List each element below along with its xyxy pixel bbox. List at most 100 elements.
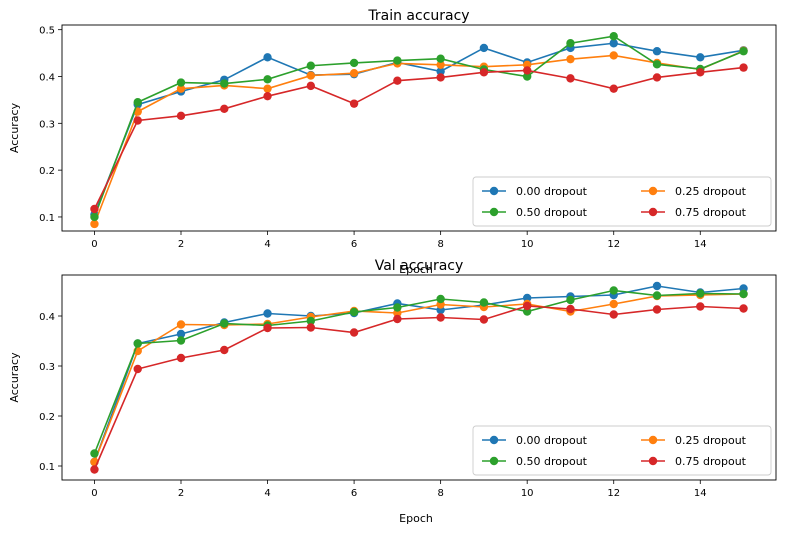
chart-2-data-point bbox=[696, 302, 705, 311]
chart-2-legend-marker bbox=[489, 435, 499, 445]
chart-2-data-point bbox=[652, 305, 662, 314]
chart-1-data-point bbox=[90, 204, 99, 214]
chart-1-data-point bbox=[566, 74, 575, 83]
chart-1-ytick-label: 0.5 bbox=[39, 26, 55, 37]
chart-1-data-point bbox=[349, 58, 359, 68]
chart-1-legend-label: 0.75 dropout bbox=[675, 206, 747, 219]
chart-2-data-point bbox=[739, 289, 748, 299]
chart-2-data-point bbox=[349, 328, 359, 337]
chart-2-data-point bbox=[176, 336, 186, 345]
chart-2-series-line bbox=[93, 305, 744, 470]
chart-1-data-point bbox=[652, 73, 662, 82]
chart-1-data-point bbox=[436, 54, 445, 63]
chart-2-series-line bbox=[93, 293, 744, 463]
chart-1-xtick-label: 12 bbox=[607, 239, 620, 250]
chart-2-data-point bbox=[609, 310, 618, 319]
chart-1-ytick-label: 0.2 bbox=[39, 166, 55, 177]
chart-1-data-point bbox=[263, 91, 272, 101]
chart-1-ytick-label: 0.3 bbox=[39, 119, 55, 130]
chart-2-ylabel: Accuracy bbox=[8, 352, 21, 403]
chart-2-legend: 0.00 dropout 0.25 dropout 0.50 dropout 0.75… bbox=[472, 425, 772, 476]
chart-2-data-point bbox=[436, 294, 445, 304]
chart-1-xtick-label: 8 bbox=[437, 239, 443, 250]
chart-2-data-point bbox=[220, 345, 229, 355]
chart-1-series-line bbox=[93, 50, 744, 225]
chart-2-xtick-label: 14 bbox=[694, 488, 707, 499]
chart-1-legend: 0.00 dropout 0.25 dropout 0.50 dropout 0.75… bbox=[472, 176, 772, 227]
chart-1-legend-marker bbox=[489, 186, 499, 196]
chart-1-data-point bbox=[306, 71, 316, 80]
chart-1-data-point bbox=[90, 219, 99, 229]
chart-2-legend-label: 0.00 dropout bbox=[516, 434, 588, 447]
chart-2-data-point bbox=[522, 301, 532, 311]
chart-1-data-point bbox=[739, 47, 748, 56]
chart-1-xtick-label: 2 bbox=[178, 239, 184, 250]
chart-1-series-line bbox=[93, 66, 744, 210]
chart-1-xtick-label: 4 bbox=[264, 239, 270, 250]
chart-1-data-point bbox=[133, 116, 142, 125]
chart-1-data-point bbox=[609, 39, 618, 48]
chart-2-data-point bbox=[393, 314, 402, 324]
chart-1-legend-label: 0.50 dropout bbox=[516, 206, 588, 219]
chart-1-data-point bbox=[306, 81, 316, 91]
chart-2-data-point bbox=[176, 329, 186, 339]
chart-1-data-point bbox=[220, 79, 229, 88]
chart-1-data-point bbox=[393, 56, 402, 65]
chart-1-xtick-label: 14 bbox=[694, 239, 707, 250]
chart-2-legend-marker bbox=[489, 456, 499, 466]
chart-2-xtick-label: 0 bbox=[91, 488, 97, 499]
chart-1-data-point bbox=[263, 84, 272, 93]
chart-1-data-point bbox=[349, 69, 359, 78]
chart-2-title: Val accuracy bbox=[375, 258, 464, 274]
chart-1-xtick-label: 6 bbox=[351, 239, 357, 250]
chart-2-legend-frame bbox=[472, 425, 772, 476]
chart-2-data-point bbox=[176, 320, 186, 329]
chart-2-series-line bbox=[93, 289, 744, 454]
chart-2-data-point bbox=[133, 339, 142, 348]
chart-1-data-point bbox=[306, 61, 316, 70]
chart-2-xlabel: Epoch bbox=[399, 512, 433, 525]
chart-1-data-point bbox=[479, 68, 489, 77]
chart-2-xtick-label: 6 bbox=[351, 488, 357, 499]
chart-1-data-point bbox=[220, 104, 229, 114]
chart-1-ylabel: Accuracy bbox=[8, 102, 21, 153]
chart-1-legend-label: 0.25 dropout bbox=[675, 185, 747, 198]
chart-1-data-point bbox=[566, 54, 575, 64]
chart-1-xtick-label: 0 bbox=[91, 239, 97, 250]
chart-1-data-point bbox=[609, 51, 618, 60]
chart-1-data-point bbox=[566, 39, 575, 48]
chart-2-data-point bbox=[609, 286, 618, 295]
chart-1-series-line bbox=[93, 42, 744, 215]
chart-2-legend-label: 0.75 dropout bbox=[675, 455, 747, 468]
chart-2-data-point bbox=[566, 304, 575, 314]
chart-2-data-point bbox=[479, 298, 489, 307]
chart-1-data-point bbox=[393, 76, 402, 85]
chart-1-data-point bbox=[176, 78, 186, 87]
chart-2-data-point bbox=[566, 295, 575, 305]
chart-2-ytick-label: 0.2 bbox=[39, 412, 55, 423]
chart-1-series-4 bbox=[90, 63, 748, 214]
chart-2-data-point bbox=[176, 353, 186, 363]
chart-2-data-point bbox=[263, 309, 272, 318]
chart-1-xlabel: Epoch bbox=[399, 263, 433, 276]
chart-2: Val accuracy 0 2 4 6 8 10 12 14 0.1 0.2 0.3 0.4 Epoch… bbox=[8, 258, 777, 525]
chart-1-data-point bbox=[263, 75, 272, 84]
chart-1-data-point bbox=[522, 72, 532, 81]
chart-2-axes-frame bbox=[61, 274, 777, 481]
chart-1-ytick-label: 0.4 bbox=[39, 73, 55, 84]
chart-2-legend-marker bbox=[648, 456, 658, 466]
chart-2-data-point bbox=[436, 313, 445, 322]
chart-2-data-point bbox=[696, 289, 705, 298]
chart-1-data-point bbox=[696, 53, 705, 62]
chart-1-axes-frame bbox=[61, 24, 777, 232]
chart-1-ytick-label: 0.1 bbox=[39, 213, 55, 224]
chart-2-legend-label: 0.50 dropout bbox=[516, 455, 588, 468]
chart-1-legend-marker bbox=[648, 186, 658, 196]
chart-1-xtick-label: 10 bbox=[521, 239, 534, 250]
chart-2-ytick-label: 0.3 bbox=[39, 362, 55, 373]
chart-1-data-point bbox=[90, 212, 99, 222]
chart-1-series-line bbox=[93, 35, 744, 218]
chart-2-data-point bbox=[263, 323, 272, 333]
chart-2-xtick-label: 2 bbox=[178, 488, 184, 499]
